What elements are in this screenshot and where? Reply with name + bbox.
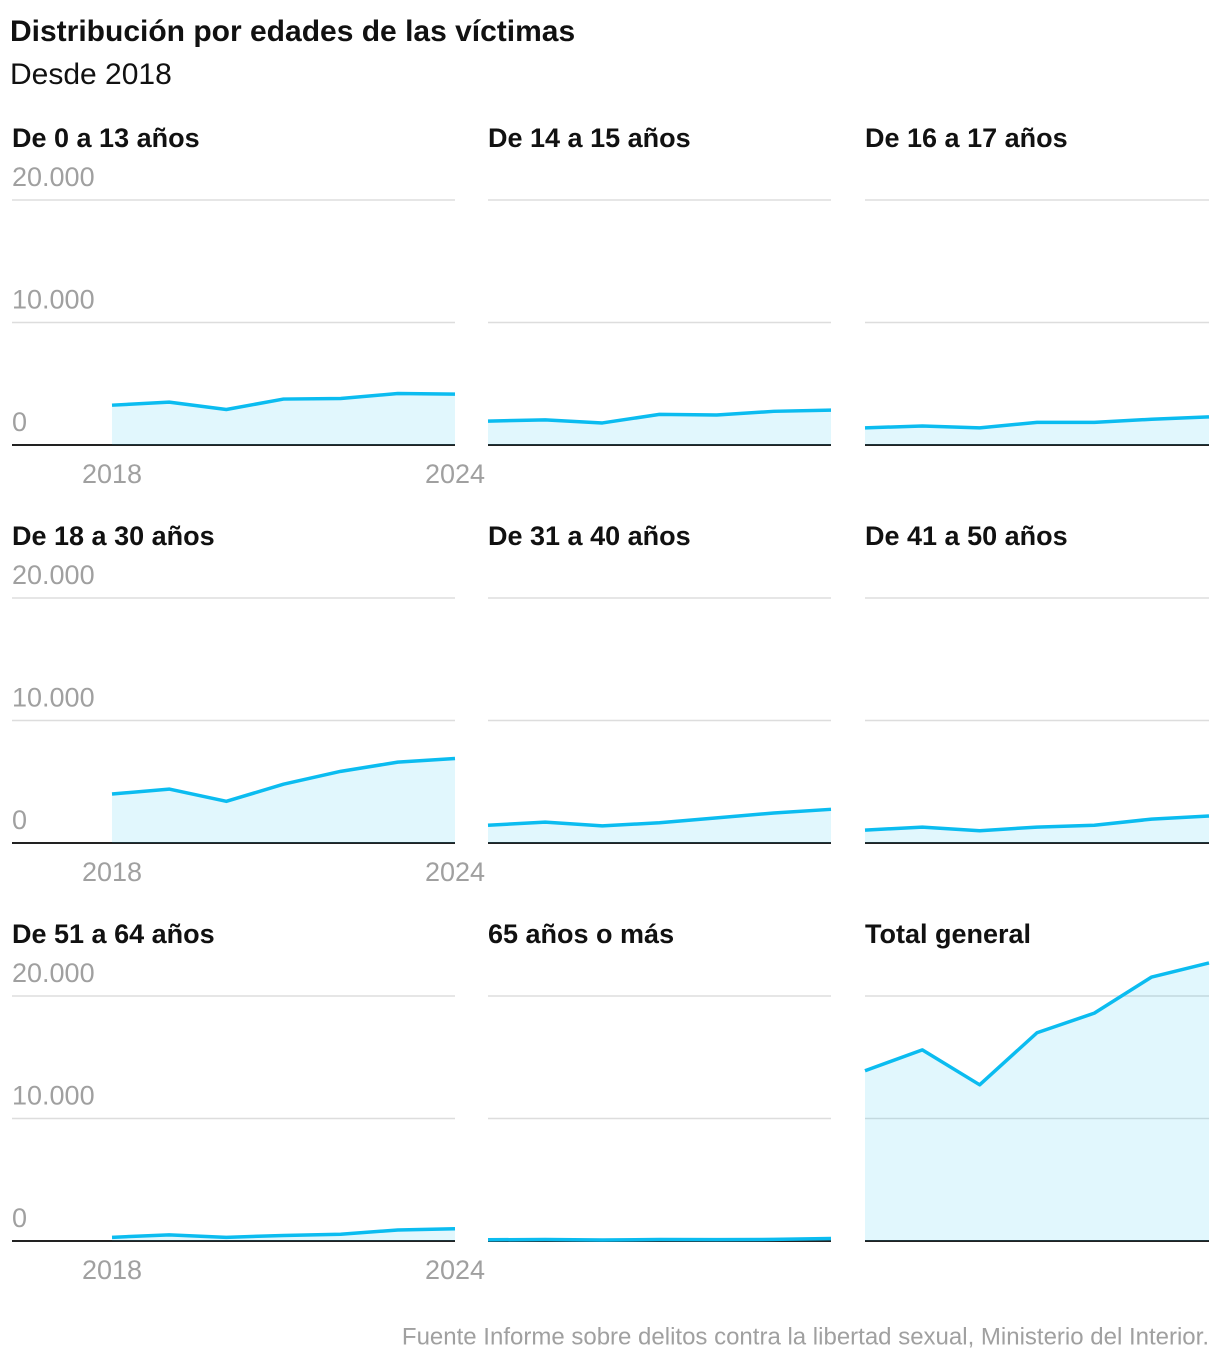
x-tick-label: 2024 (425, 857, 485, 887)
panel-title: De 16 a 17 años (865, 123, 1068, 153)
panel-title: De 51 a 64 años (12, 919, 215, 949)
area (112, 1228, 455, 1241)
y-tick-label: 10.000 (12, 683, 95, 713)
line (111, 1227, 456, 1240)
area (488, 809, 831, 843)
y-tick-label: 0 (12, 407, 27, 437)
panel-title: De 31 a 40 años (488, 521, 691, 551)
y-tick-label: 20.000 (12, 958, 95, 988)
panel-title: De 18 a 30 años (12, 521, 215, 551)
line (864, 814, 1210, 833)
y-tick-label: 0 (12, 1203, 27, 1233)
source: Fuente Informe sobre delitos contra la l… (402, 1323, 1209, 1350)
panel-title: 65 años o más (488, 919, 674, 949)
x-tick-label: 2018 (82, 1255, 142, 1285)
panel-title: De 41 a 50 años (865, 521, 1068, 551)
line (487, 408, 832, 425)
x-tick-label: 2024 (425, 1255, 485, 1285)
y-tick-label: 20.000 (12, 560, 95, 590)
chart-title: Distribución por edades de las víctimas (10, 15, 575, 48)
line (487, 807, 832, 828)
line (111, 391, 456, 412)
line (111, 756, 456, 804)
panel-title: De 14 a 15 años (488, 123, 691, 153)
y-tick-label: 20.000 (12, 162, 95, 192)
line (487, 1236, 832, 1242)
area (865, 962, 1209, 1241)
line (864, 961, 1210, 1087)
y-tick-label: 10.000 (12, 285, 95, 315)
chart-subtitle: Desde 2018 (10, 58, 172, 91)
y-tick-label: 0 (12, 805, 27, 835)
x-tick-label: 2024 (425, 459, 485, 489)
x-tick-label: 2018 (82, 459, 142, 489)
panel-title: Total general (865, 919, 1031, 949)
area (488, 410, 831, 445)
area (112, 758, 455, 843)
x-tick-label: 2018 (82, 857, 142, 887)
panel-title: De 0 a 13 años (12, 123, 200, 153)
line (864, 415, 1210, 430)
y-tick-label: 10.000 (12, 1081, 95, 1111)
area (865, 416, 1209, 445)
